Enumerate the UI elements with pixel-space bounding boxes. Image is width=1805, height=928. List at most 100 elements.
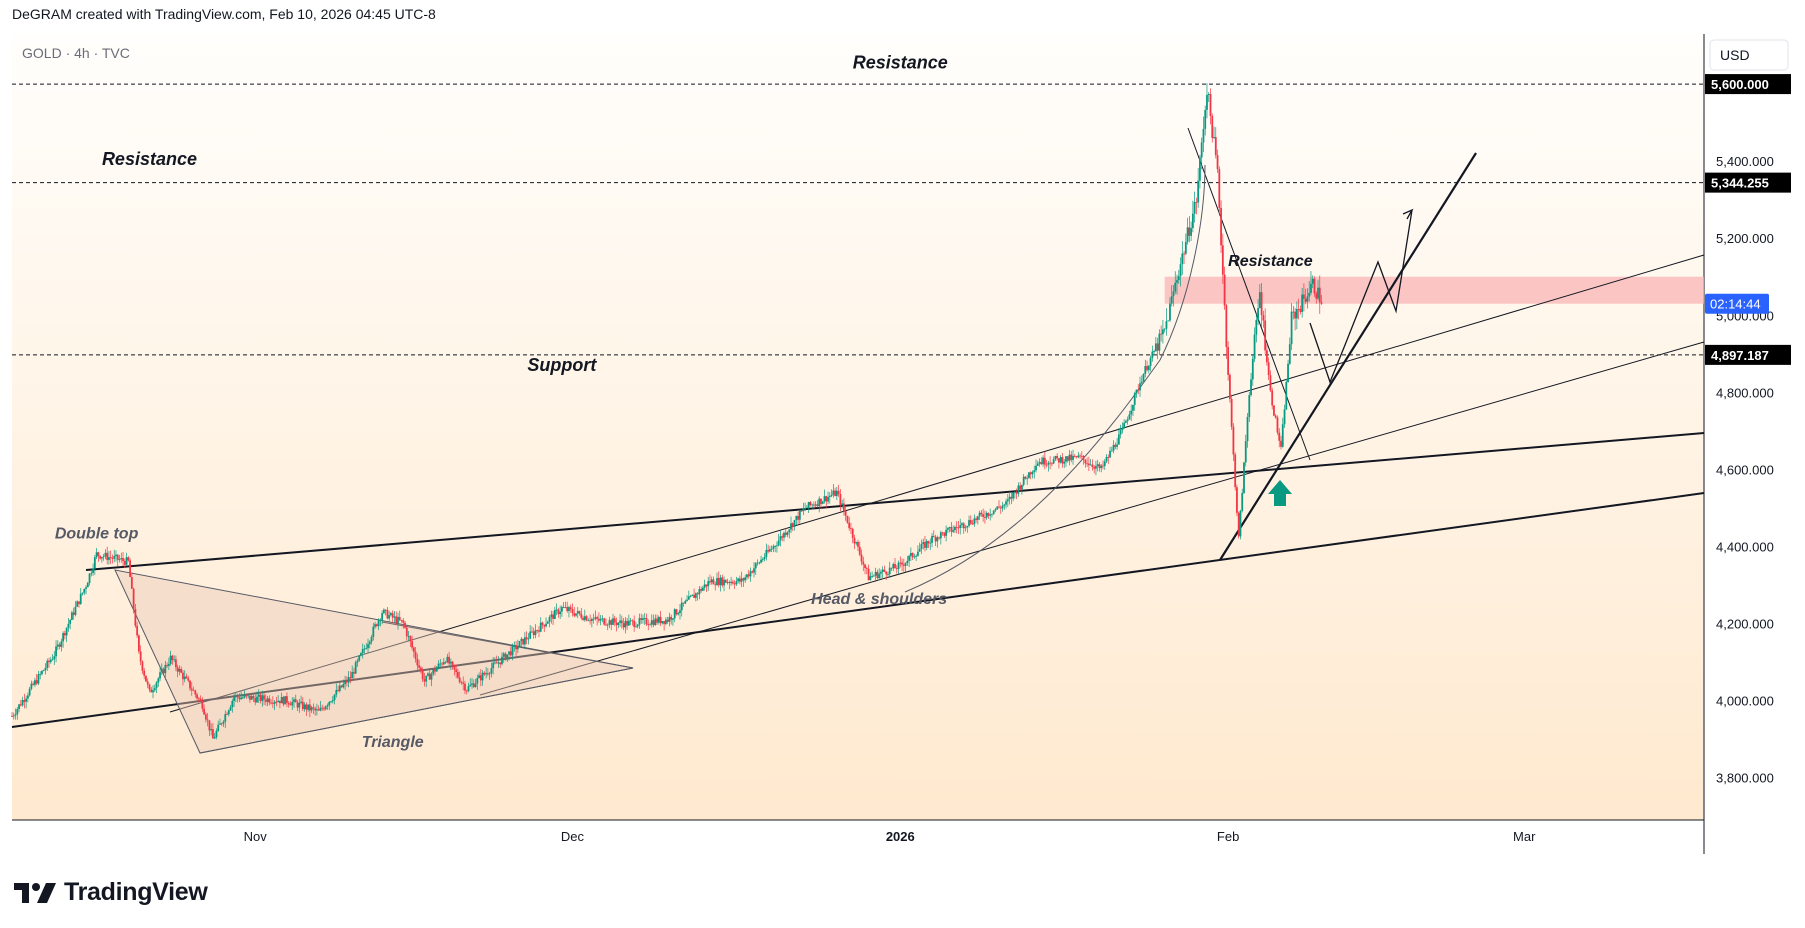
- candle-body: [850, 528, 852, 530]
- candle-body: [691, 594, 694, 596]
- candle-body: [365, 648, 368, 649]
- candle-body: [680, 602, 683, 611]
- candle-body: [106, 552, 109, 560]
- candle-body: [1112, 444, 1115, 451]
- candle-body: [26, 695, 29, 699]
- projected-path[interactable]: [1309, 209, 1413, 384]
- candle-body: [28, 688, 31, 696]
- channel-line-2[interactable]: [479, 341, 1705, 696]
- candle-body: [464, 683, 466, 691]
- candle-body: [310, 707, 313, 711]
- candle-body: [233, 697, 235, 701]
- candle-body: [962, 523, 965, 529]
- candle-body: [1253, 334, 1256, 359]
- candle-body: [820, 498, 822, 504]
- candle-body: [710, 579, 713, 583]
- trend-line-lower[interactable]: [11, 492, 1705, 728]
- price-tick-label: 5,400.000: [1716, 154, 1774, 169]
- candle-body: [1303, 294, 1305, 299]
- candle-body: [1095, 466, 1097, 469]
- candle-body: [97, 552, 100, 556]
- candle-body: [513, 645, 516, 646]
- candle-body: [908, 555, 911, 561]
- parabolic-curve[interactable]: [904, 164, 1206, 593]
- symbol-info: GOLD · 4h · TVC: [22, 45, 130, 61]
- candle-body: [44, 667, 47, 671]
- candle-body: [171, 655, 174, 661]
- channel-line-1[interactable]: [169, 254, 1705, 713]
- candle-body: [116, 554, 119, 560]
- candle-body: [872, 575, 875, 577]
- candle-body: [104, 552, 107, 557]
- candle-body: [263, 695, 265, 700]
- currency-button[interactable]: [1709, 39, 1789, 71]
- price-tick-label: 4,800.000: [1716, 385, 1774, 400]
- candle-body: [844, 511, 847, 516]
- trend-line-upper[interactable]: [85, 432, 1705, 571]
- candle-body: [381, 613, 384, 620]
- candle-body: [536, 630, 539, 631]
- candle-body: [721, 577, 724, 586]
- candle-body: [472, 683, 475, 688]
- candle-body: [1295, 309, 1298, 319]
- candle-body: [1126, 419, 1129, 422]
- candle-body: [478, 675, 480, 679]
- candle-body: [1123, 422, 1126, 428]
- candle-body: [197, 698, 200, 700]
- candle-body: [1274, 415, 1277, 418]
- candle-body: [1065, 456, 1067, 462]
- candle-body: [774, 546, 777, 547]
- candle-body: [497, 662, 500, 664]
- candle-body: [323, 708, 325, 710]
- candle-body: [969, 520, 972, 524]
- candle-body: [1153, 351, 1155, 352]
- candle-body: [1133, 393, 1136, 405]
- descending-line[interactable]: [1187, 127, 1311, 461]
- candle-body: [643, 618, 646, 619]
- candle-body: [934, 536, 937, 542]
- candle-body: [901, 562, 903, 565]
- projection-arrowhead: [1402, 208, 1414, 220]
- candle-body: [273, 701, 276, 704]
- candle-body: [1188, 227, 1191, 236]
- candle-body: [867, 568, 870, 581]
- candle-body: [34, 680, 36, 685]
- candle-body: [303, 704, 306, 710]
- candle-body: [1156, 343, 1159, 351]
- candle-body: [717, 578, 720, 586]
- candle-body: [839, 494, 842, 506]
- candle-body: [1110, 450, 1113, 452]
- candle-body: [19, 704, 22, 706]
- candle-body: [968, 520, 970, 526]
- trend-line-steep[interactable]: [1219, 152, 1477, 561]
- level-price-label: 4,897.187: [1711, 348, 1769, 363]
- candle-body: [804, 508, 807, 509]
- candle-body: [1006, 499, 1009, 502]
- candle-body: [1204, 109, 1207, 129]
- candle-body: [1211, 115, 1214, 138]
- price-tick-label: 4,400.000: [1716, 539, 1774, 554]
- candle-body: [1050, 463, 1053, 465]
- candle-body: [619, 620, 621, 623]
- candle-body: [300, 701, 302, 703]
- candle-body: [598, 618, 600, 621]
- candle-body: [841, 503, 844, 506]
- candle-body: [136, 625, 139, 636]
- candle-body: [120, 558, 123, 560]
- candle-body: [93, 557, 96, 569]
- candle-body: [145, 675, 147, 682]
- candle-body: [1294, 311, 1296, 319]
- candle-body: [770, 548, 773, 550]
- candle-body: [1193, 201, 1196, 214]
- candle-body: [453, 664, 456, 670]
- candle-body: [354, 662, 357, 674]
- candle-body: [909, 552, 912, 556]
- candle-body: [991, 513, 993, 515]
- candle-body: [457, 672, 459, 678]
- candle-body: [1304, 298, 1307, 302]
- triangle-pattern[interactable]: [114, 569, 634, 754]
- candle-body: [264, 699, 267, 702]
- candle-body: [187, 678, 190, 681]
- candle-body: [825, 496, 828, 502]
